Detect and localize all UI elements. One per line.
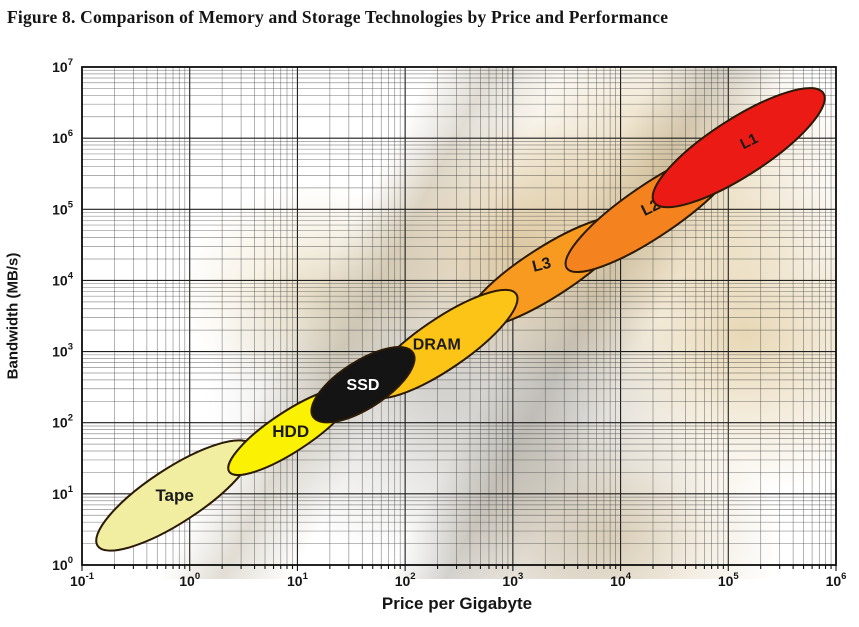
y-tick-label: 107 [52,57,73,75]
x-tick-label: 102 [395,571,416,589]
x-tick-label: 10-1 [70,571,95,589]
y-tick-label: 100 [52,555,73,573]
x-tick-label: 103 [502,571,523,589]
label-hdd: HDD [272,422,309,441]
y-tick-label: 101 [52,484,74,502]
label-dram: DRAM [413,337,461,354]
y-axis-label: Bandwidth (MB/s) [4,252,22,380]
y-tick-label: 106 [52,128,73,146]
x-axis-label: Price per Gigabyte [381,594,533,613]
y-tick-label: 104 [52,270,74,288]
x-tick-label: 106 [826,571,847,589]
x-tick-label: 105 [718,571,740,589]
y-tick-label: 105 [52,199,74,217]
label-l3: L3 [531,255,553,276]
y-tick-label: 102 [52,413,73,431]
x-tick-label: 101 [287,571,309,589]
ellipse-group-ssd: SSD [310,346,416,424]
ellipse-l1 [651,87,826,209]
plot-border [81,66,837,566]
label-l1: L1 [738,130,761,153]
figure-title: Figure 8. Comparison of Memory and Stora… [7,7,669,27]
ellipse-ssd [310,346,416,424]
ellipse-group-l1: L1 [651,87,826,209]
x-tick-label: 100 [179,571,200,589]
x-tick-label: 104 [610,571,632,589]
y-tick-label: 103 [52,342,73,360]
label-ssd: SSD [347,377,380,394]
label-tape: Tape [155,486,193,505]
